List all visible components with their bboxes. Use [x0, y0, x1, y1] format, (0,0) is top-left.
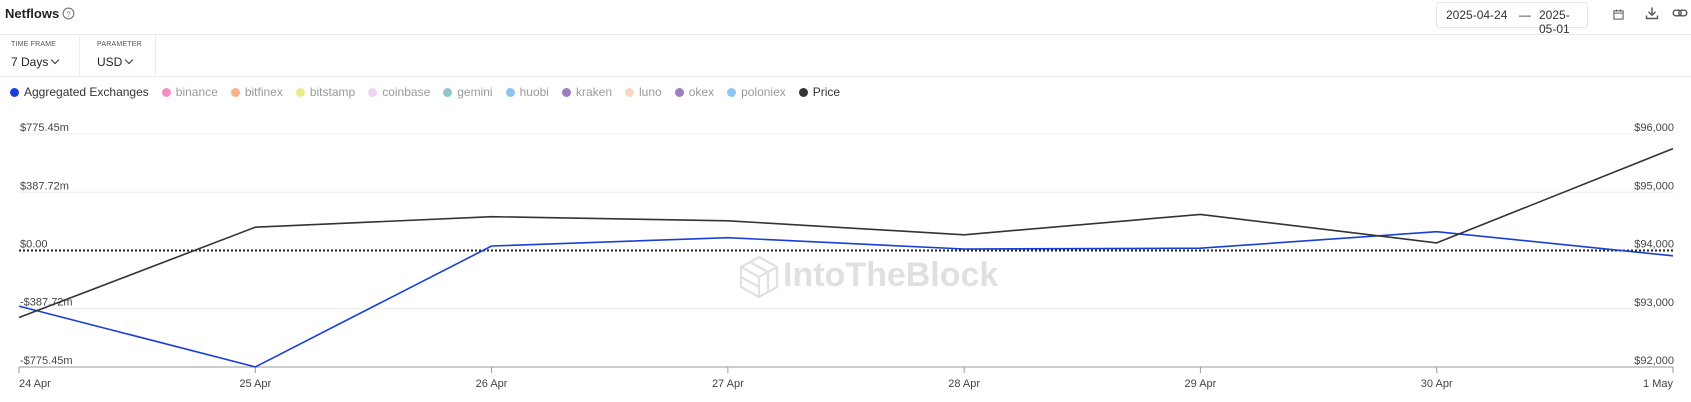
legend-color-dot — [674, 87, 684, 97]
legend-color-dot — [727, 87, 737, 97]
date-end: 2025-05-01 — [1539, 8, 1570, 36]
legend-item[interactable]: binance — [161, 85, 218, 99]
chart-legend: Aggregated Exchanges binance bitfinex bitst… — [10, 83, 853, 101]
y-right-tick-label: $96,000 — [1634, 122, 1674, 134]
legend-item[interactable]: luno — [625, 85, 662, 99]
x-tick-label: 27 Apr — [712, 378, 744, 390]
legend-item[interactable]: huobi — [505, 85, 549, 99]
watermark-text: IntoTheBlock — [783, 256, 998, 294]
legend-label: kraken — [575, 85, 613, 99]
y-left-tick-label: $775.45m — [20, 122, 69, 134]
y-left-tick-label: -$775.45m — [20, 355, 73, 367]
legend-color-dot — [230, 87, 240, 97]
x-tick-label: 28 Apr — [948, 378, 980, 390]
legend-item[interactable]: bitstamp — [295, 85, 356, 99]
legend-label: binance — [175, 85, 218, 99]
parameter-select[interactable]: PARAMETER USD — [86, 35, 156, 76]
legend-item[interactable]: bitfinex — [230, 85, 283, 99]
chevron-down-icon — [51, 55, 60, 65]
legend-label: huobi — [519, 85, 549, 99]
y-right-tick-label: $95,000 — [1634, 180, 1674, 192]
controls-bar: TIME FRAME 7 Days PARAMETER USD — [0, 35, 1691, 77]
svg-text:?: ? — [66, 9, 70, 18]
y-left-tick-label: -$387.72m — [20, 297, 73, 309]
link-icon[interactable] — [1672, 6, 1688, 20]
legend-color-dot — [561, 87, 571, 97]
legend-color-dot — [161, 87, 171, 97]
time-frame-value-text: 7 Days — [11, 55, 49, 69]
netflows-chart: IntoTheBlock $775.45m $387.72m $0.00 -$387.7… — [18, 122, 1674, 390]
legend-item[interactable]: poloniex — [727, 85, 786, 99]
legend-item[interactable]: Price — [798, 85, 841, 99]
watermark: IntoTheBlock — [739, 255, 998, 299]
legend-item[interactable]: gemini — [443, 85, 493, 99]
calendar-icon[interactable] — [1613, 9, 1624, 20]
y-right-tick-label: $94,000 — [1634, 239, 1674, 251]
legend-item[interactable]: kraken — [561, 85, 613, 99]
parameter-value-text: USD — [97, 55, 123, 69]
legend-color-dot — [10, 87, 19, 97]
legend-color-dot — [505, 87, 515, 97]
legend-label: luno — [639, 85, 662, 99]
y-left-tick-label: $387.72m — [20, 180, 69, 192]
x-tick-label: 30 Apr — [1421, 378, 1453, 390]
x-tick-label: 24 Apr — [19, 378, 51, 390]
x-tick-label: 1 May — [1643, 378, 1673, 390]
legend-color-dot — [295, 87, 305, 97]
legend-item[interactable]: Aggregated Exchanges — [10, 85, 149, 99]
download-icon[interactable] — [1645, 6, 1659, 20]
time-frame-value: 7 Days — [11, 55, 60, 69]
date-start: 2025-04-24 — [1446, 8, 1508, 22]
parameter-value: USD — [97, 55, 134, 69]
legend-label: bitfinex — [244, 85, 283, 99]
legend-label: gemini — [457, 85, 493, 99]
legend-color-dot — [625, 87, 635, 97]
legend-label: okex — [688, 85, 715, 99]
legend-label: coinbase — [382, 85, 431, 99]
x-tick-label: 25 Apr — [239, 378, 271, 390]
watermark-logo-icon — [739, 255, 779, 299]
header-bar: Netflows ? 2025-04-24 — 2025-05-01 — [0, 0, 1691, 36]
legend-color-dot — [798, 87, 808, 97]
y-left-tick-label: $0.00 — [20, 239, 48, 251]
help-icon[interactable]: ? — [62, 7, 75, 20]
y-right-tick-label: $92,000 — [1634, 355, 1674, 367]
legend-label: Price — [812, 85, 841, 99]
legend-item[interactable]: coinbase — [368, 85, 430, 99]
y-right-tick-label: $93,000 — [1634, 297, 1674, 309]
date-separator: — — [1519, 8, 1531, 22]
price-line — [18, 147, 1674, 319]
date-range-picker[interactable]: 2025-04-24 — 2025-05-01 — [1436, 2, 1624, 36]
parameter-label: PARAMETER — [97, 41, 142, 48]
legend-label: bitstamp — [309, 85, 356, 99]
x-tick-label: 29 Apr — [1185, 378, 1217, 390]
page-title: Netflows — [5, 6, 60, 21]
chevron-down-icon — [125, 55, 134, 65]
legend-label: Aggregated Exchanges — [24, 85, 149, 99]
x-tick-label: 26 Apr — [476, 378, 508, 390]
legend-label: poloniex — [741, 85, 786, 99]
time-frame-label: TIME FRAME — [11, 41, 57, 48]
legend-color-dot — [443, 87, 453, 97]
legend-item[interactable]: okex — [674, 85, 715, 99]
legend-color-dot — [368, 87, 378, 97]
aggregated-exchanges-line — [18, 230, 1674, 368]
time-frame-select[interactable]: TIME FRAME 7 Days — [0, 35, 80, 76]
